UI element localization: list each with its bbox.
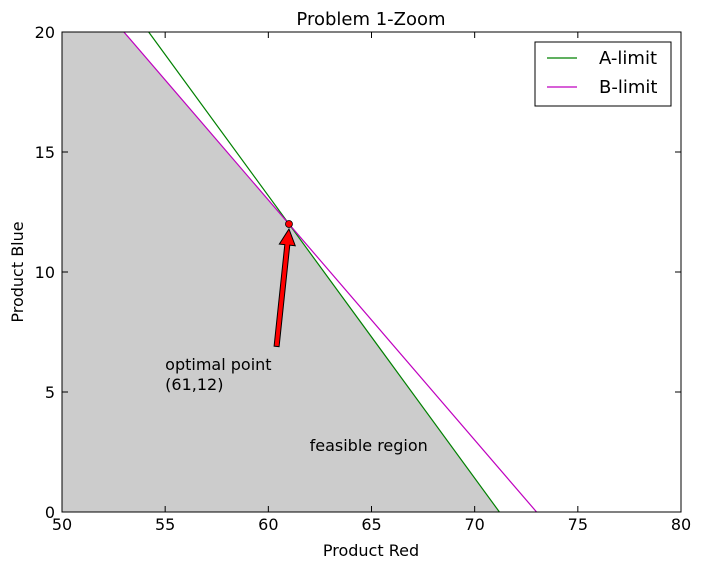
- optimal-point-label-line: (61,12): [165, 375, 223, 394]
- axes-layer: 50 55 60 65 70 75 80 0 5 10 15 20: [35, 23, 692, 534]
- annotation-layer: optimal point (61,12) feasible region: [165, 220, 428, 455]
- optimal-point-marker: [285, 220, 293, 228]
- x-tick-label: 70: [464, 515, 484, 534]
- y-tick-label: 10: [35, 263, 55, 282]
- x-tick-label: 60: [258, 515, 278, 534]
- series-line-a-limit: [148, 31, 500, 513]
- legend-label-a-limit: A-limit: [599, 48, 657, 69]
- x-tick-label: 75: [568, 515, 588, 534]
- y-tick-label: 20: [35, 23, 55, 42]
- y-tick-label: 15: [35, 143, 55, 162]
- legend: A-limit B-limit: [534, 41, 672, 107]
- x-axis-label: Product Red: [323, 541, 419, 560]
- series-line-b-limit: [123, 31, 538, 513]
- chart-title: Problem 1-Zoom: [296, 9, 445, 30]
- optimal-point-arrow: [273, 227, 296, 348]
- y-tick-label: 0: [45, 503, 55, 522]
- x-tick-label: 55: [155, 515, 175, 534]
- legend-box: [534, 41, 672, 107]
- optimal-point-label: optimal point (61,12): [165, 355, 271, 394]
- feasible-region-label: feasible region: [310, 436, 428, 455]
- feasible-region-layer: [62, 32, 500, 512]
- x-tick-label: 65: [361, 515, 381, 534]
- feasible-region: [62, 32, 500, 512]
- x-tick-label: 80: [671, 515, 691, 534]
- legend-label-b-limit: B-limit: [599, 77, 657, 98]
- x-tick-label: 50: [52, 515, 72, 534]
- y-axis-label: Product Blue: [8, 221, 27, 322]
- series-layer: [123, 31, 538, 513]
- y-tick-label: 5: [45, 383, 55, 402]
- optimal-point-label-line: optimal point: [165, 355, 271, 374]
